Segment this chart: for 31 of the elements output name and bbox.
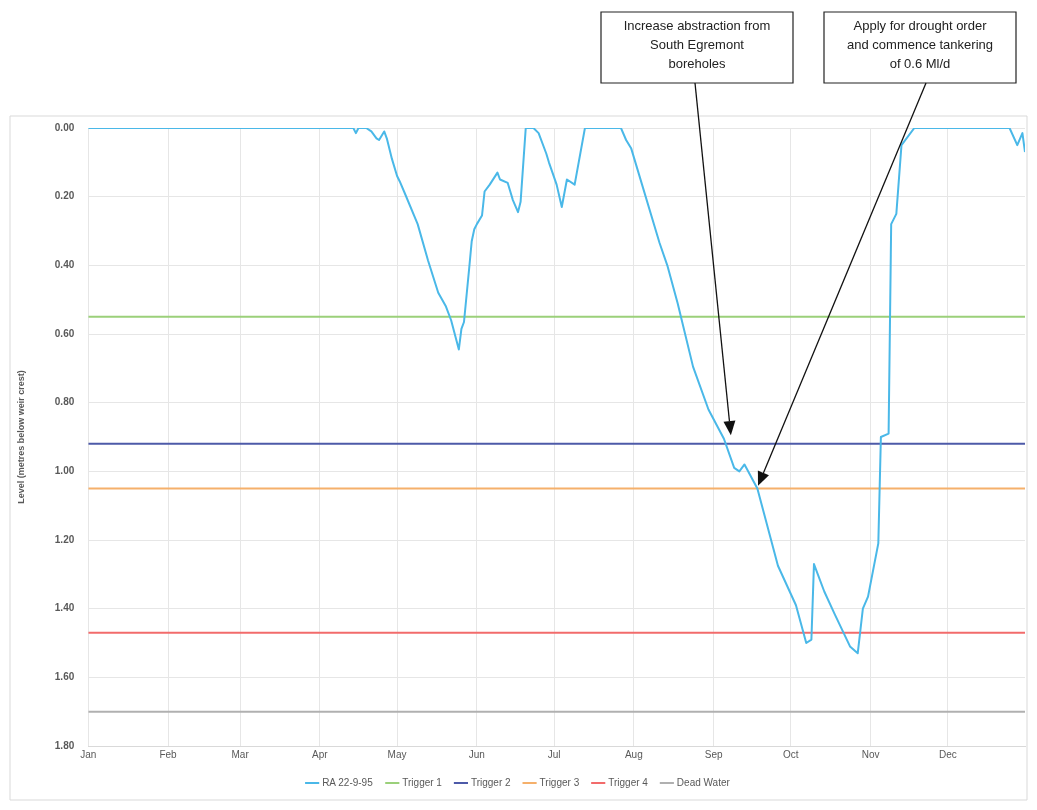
y-tick-label: 0.00 — [54, 121, 75, 133]
x-tick-label: Apr — [312, 748, 329, 760]
legend-label: Dead Water — [676, 776, 731, 788]
y-tick-label: 1.60 — [54, 671, 75, 683]
y-tick-label: 0.80 — [54, 396, 75, 408]
y-tick-label: 0.40 — [54, 259, 75, 271]
x-tick-label: Jul — [547, 748, 561, 760]
x-tick-label: Jun — [468, 748, 485, 760]
x-tick-label: Aug — [624, 748, 643, 760]
y-tick-label: 1.20 — [54, 533, 75, 545]
y-tick-label: 0.60 — [54, 327, 75, 339]
y-axis-title: Level (metres below weir crest) — [15, 370, 26, 504]
y-tick-label: 1.40 — [54, 602, 75, 614]
x-tick-label: Dec — [938, 748, 957, 760]
x-tick-label: Nov — [861, 748, 880, 760]
legend-label: Trigger 1 — [402, 776, 443, 788]
legend-label: Trigger 4 — [608, 776, 649, 788]
x-tick-label: Oct — [783, 748, 799, 760]
text: Increase abstraction from South Egremont boreholes — [623, 18, 771, 72]
x-tick-label: May — [387, 748, 407, 760]
x-tick-label: Feb — [159, 748, 178, 760]
legend-label: RA 22-9-95 — [322, 776, 374, 788]
y-tick-label: 1.00 — [54, 465, 75, 477]
y-tick-label: 0.20 — [54, 190, 75, 202]
x-tick-label: Mar — [231, 748, 250, 760]
legend-label: Trigger 3 — [539, 776, 580, 788]
x-tick-label: Sep — [704, 748, 723, 760]
legend-label: Trigger 2 — [470, 776, 512, 788]
x-tick-label: Jan — [80, 748, 97, 760]
y-tick-label: 1.80 — [54, 739, 75, 751]
text: Apply for drought order and commence tankering of 0.6 Ml/d — [847, 18, 993, 72]
